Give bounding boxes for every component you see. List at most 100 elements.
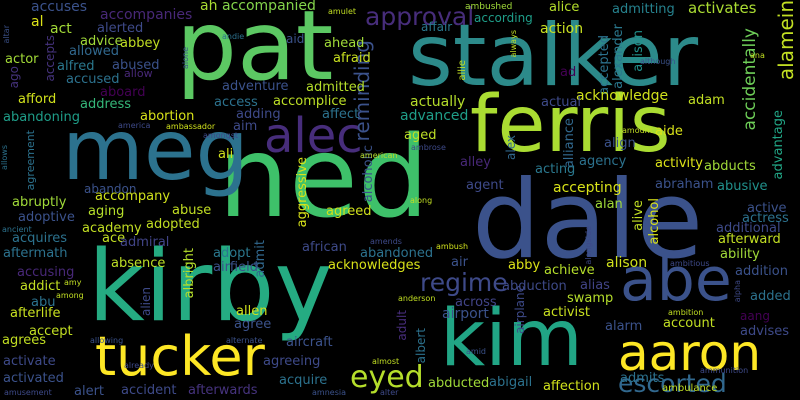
word-acting: acting — [535, 162, 576, 177]
word-alfred: alfred — [57, 59, 95, 74]
word-amy: amy — [64, 278, 82, 287]
word-abducts: abducts — [704, 159, 756, 174]
word-african: african — [302, 240, 347, 255]
word-abused: abused — [112, 58, 160, 73]
word-afterwards: afterwards — [188, 383, 258, 398]
word-amusement: amusement — [4, 388, 52, 397]
word-air: air — [451, 255, 468, 270]
word-actually: actually — [410, 94, 466, 110]
word-affair: affair — [421, 20, 453, 34]
word-ad: ad — [560, 65, 577, 80]
word-absence: absence — [111, 256, 166, 271]
word-action: action — [540, 21, 584, 37]
word-ammunition: ammunition — [700, 366, 749, 375]
word-alley: alley — [460, 155, 491, 170]
word-already: already — [124, 361, 154, 370]
word-admitted: admitted — [306, 80, 365, 95]
word-ana: ana — [750, 51, 765, 60]
word-al: al — [31, 14, 44, 30]
word-although: although — [640, 57, 676, 66]
word-amount: amount — [622, 126, 653, 135]
word-agreement: agreement — [24, 130, 37, 191]
word-alec: alec — [264, 108, 363, 164]
word-alcohol: alcohol — [647, 198, 662, 245]
word-tucker: tucker — [95, 325, 265, 388]
word-accompany: accompany — [95, 189, 171, 204]
word-ambulance: ambulance — [662, 383, 718, 394]
word-advantage: advantage — [771, 110, 786, 180]
word-alliance: alliance — [562, 118, 577, 169]
word-academy: academy — [82, 221, 142, 236]
word-abandon: abandon — [84, 182, 137, 196]
word-according: according — [474, 11, 533, 25]
word-alarm: alarm — [605, 319, 643, 334]
word-align: align — [604, 136, 636, 151]
word-agreed: agreed — [326, 204, 372, 219]
word-ambassador: ambassador — [166, 122, 216, 131]
word-ability: ability — [720, 247, 760, 262]
word-act: act — [50, 21, 72, 37]
word-ali: ali — [218, 147, 234, 162]
word-andie: andie — [222, 32, 245, 41]
word-approval: approval — [365, 2, 475, 31]
word-along: along — [410, 196, 433, 205]
word-adopted: adopted — [146, 217, 200, 232]
word-accomplice: accomplice — [273, 94, 347, 109]
word-activist: activist — [543, 305, 590, 320]
word-airport: airport — [442, 306, 489, 322]
word-airfield: airfield — [213, 260, 258, 275]
word-activates: activates — [688, 0, 757, 17]
word-albert: albert — [414, 328, 428, 364]
word-aid: aid — [286, 32, 305, 46]
word-access: access — [214, 95, 258, 110]
word-actor: actor — [5, 52, 39, 67]
word-agrees: agrees — [2, 333, 47, 348]
word-allowed: allowed — [69, 44, 120, 59]
word-accusing: accusing — [17, 265, 75, 280]
word-abuse: abuse — [172, 203, 212, 218]
word-admiral: admiral — [120, 235, 170, 250]
word-actual: actual — [541, 95, 582, 110]
word-agent: agent — [466, 178, 504, 193]
word-pat: pat — [176, 0, 334, 102]
word-accepting: accepting — [553, 180, 622, 196]
word-advises: advises — [740, 324, 790, 339]
word-accepts: accepts — [43, 35, 57, 82]
word-actress: actress — [742, 211, 789, 226]
word-alison: alison — [606, 255, 648, 271]
word-alexander: alexander — [611, 24, 626, 89]
word-abbey: abbey — [120, 36, 161, 51]
word-alien: alien — [139, 287, 153, 317]
word-alpha: alpha — [733, 280, 742, 303]
word-abigail: abigail — [489, 375, 533, 390]
word-abandoned: abandoned — [360, 246, 434, 261]
word-allen: allen — [236, 304, 268, 319]
word-ambition: ambition — [668, 308, 704, 317]
word-admitting: admitting — [612, 2, 675, 17]
word-ferris: ferris — [470, 80, 671, 170]
word-aboard: aboard — [100, 85, 146, 100]
word-address: address — [80, 97, 132, 112]
word-adult: adult — [395, 310, 409, 341]
word-amends: amends — [370, 237, 402, 246]
word-afraid: afraid — [333, 51, 371, 66]
word-afterward: afterward — [718, 232, 781, 247]
word-active: active — [747, 201, 787, 216]
word-affect: affect — [322, 107, 360, 122]
word-aging: aging — [88, 204, 125, 219]
word-afford: afford — [18, 92, 57, 107]
word-abruptly: abruptly — [12, 195, 67, 210]
word-almost: almost — [372, 357, 400, 366]
word-allows: allows — [0, 145, 9, 170]
word-ancient: ancient — [2, 225, 32, 234]
word-acknowledges: acknowledges — [328, 258, 421, 273]
word-altar: altar — [2, 25, 11, 44]
word-abducted: abducted — [428, 376, 490, 391]
word-abby: abby — [508, 258, 541, 273]
word-allowing: allowing — [90, 336, 124, 345]
word-alan: alan — [595, 197, 623, 212]
word-kirby: kirby — [88, 230, 333, 344]
word-swamp: swamp — [567, 291, 614, 306]
word-achieve: achieve — [544, 263, 595, 278]
word-alongside: alongside — [584, 226, 593, 265]
